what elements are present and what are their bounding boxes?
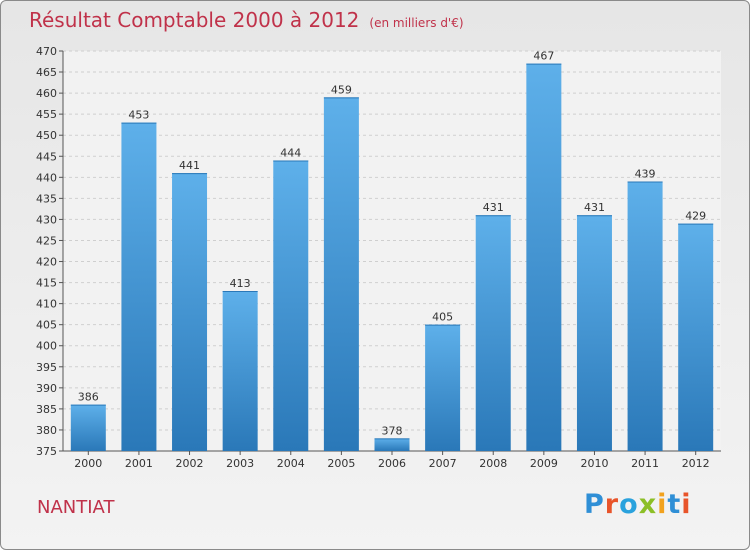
x-tick-label: 2012 xyxy=(682,457,710,470)
bar xyxy=(526,63,562,451)
bar xyxy=(475,215,511,451)
x-tick-label: 2003 xyxy=(226,457,254,470)
x-tick-label: 2008 xyxy=(479,457,507,470)
y-tick-label: 470 xyxy=(36,45,57,58)
y-tick-label: 390 xyxy=(36,382,57,395)
bar-value-label: 441 xyxy=(179,159,200,172)
bar-value-label: 429 xyxy=(685,210,706,223)
y-tick-label: 420 xyxy=(36,256,57,269)
x-tick-label: 2004 xyxy=(277,457,305,470)
y-tick-label: 445 xyxy=(36,150,57,163)
proxiti-logo: Proxiti xyxy=(584,489,692,520)
x-tick-label: 2002 xyxy=(176,457,204,470)
y-tick-label: 465 xyxy=(36,66,57,79)
bar-value-label: 431 xyxy=(584,201,605,214)
chart-title: Résultat Comptable 2000 à 2012 (en millie… xyxy=(29,8,464,32)
y-tick-label: 380 xyxy=(36,424,57,437)
bar-value-label: 444 xyxy=(280,146,301,159)
y-tick-label: 425 xyxy=(36,234,57,247)
x-tick-label: 2000 xyxy=(74,457,102,470)
bar xyxy=(323,97,359,451)
y-tick-label: 400 xyxy=(36,340,57,353)
y-tick-label: 450 xyxy=(36,129,57,142)
bar-value-label: 386 xyxy=(78,391,99,404)
bar-value-label: 453 xyxy=(128,109,149,122)
chart-title-text: Résultat Comptable 2000 à 2012 xyxy=(29,8,360,32)
x-tick-label: 2005 xyxy=(327,457,355,470)
y-tick-label: 385 xyxy=(36,403,57,416)
bar xyxy=(222,291,258,451)
bar xyxy=(121,122,157,451)
y-tick-label: 410 xyxy=(36,298,57,311)
y-tick-label: 435 xyxy=(36,192,57,205)
x-tick-label: 2010 xyxy=(580,457,608,470)
bar xyxy=(374,438,410,451)
bar xyxy=(172,173,208,451)
y-tick-label: 415 xyxy=(36,277,57,290)
bar xyxy=(627,181,663,452)
x-tick-label: 2009 xyxy=(530,457,558,470)
bar xyxy=(273,160,309,451)
bar-value-label: 405 xyxy=(432,311,453,324)
y-tick-label: 440 xyxy=(36,171,57,184)
x-tick-label: 2006 xyxy=(378,457,406,470)
bar-value-label: 467 xyxy=(533,50,554,63)
plot-area xyxy=(63,51,721,451)
x-tick-label: 2011 xyxy=(631,457,659,470)
chart-unit: (en milliers d'€) xyxy=(369,16,464,30)
x-tick-label: 2001 xyxy=(125,457,153,470)
bar xyxy=(678,223,714,451)
bar xyxy=(576,215,612,451)
bar xyxy=(425,324,461,451)
y-tick-label: 375 xyxy=(36,445,57,458)
bar-value-label: 439 xyxy=(635,168,656,181)
bar-value-label: 459 xyxy=(331,83,352,96)
bar-value-label: 431 xyxy=(483,201,504,214)
y-tick-label: 460 xyxy=(36,87,57,100)
commune-name: NANTIAT xyxy=(37,497,115,518)
y-tick-label: 395 xyxy=(36,361,57,374)
bar xyxy=(70,404,106,451)
bar-value-label: 413 xyxy=(230,277,251,290)
y-tick-label: 405 xyxy=(36,319,57,332)
bar-value-label: 378 xyxy=(382,424,403,437)
y-tick-label: 455 xyxy=(36,108,57,121)
x-tick-label: 2007 xyxy=(429,457,457,470)
y-tick-label: 430 xyxy=(36,213,57,226)
